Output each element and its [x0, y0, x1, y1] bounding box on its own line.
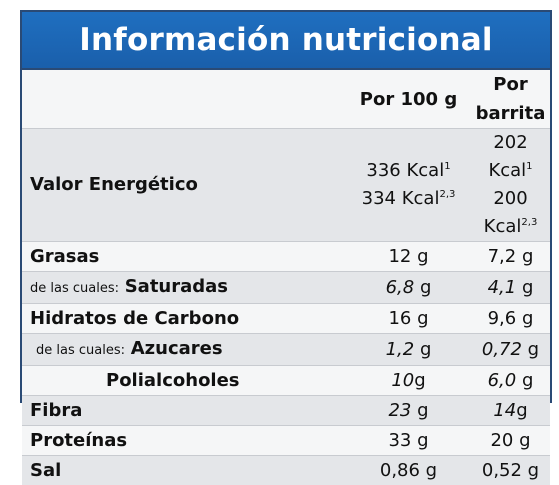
row-label-cell: de las cuales: Azucares	[22, 334, 346, 366]
footnote-ref: 2,3	[439, 189, 455, 200]
row-label: Sal	[22, 456, 346, 485]
value-number: 14	[493, 400, 516, 421]
per100-value: 12 g	[346, 242, 471, 272]
value-unit: g	[411, 400, 428, 421]
empty-header-cell	[22, 70, 346, 129]
energy-per-bar-cell: 202 Kcal1 200 Kcal2,3	[471, 129, 550, 242]
energy-bar-value-a: 202 Kcal	[488, 132, 527, 181]
per100-value: 23 g	[346, 396, 471, 426]
per-bar-value: 7,2 g	[471, 242, 550, 272]
table-header: Información nutricional	[22, 12, 550, 70]
value-number: 6,0	[488, 370, 517, 391]
value-unit: g	[516, 277, 533, 298]
table-row-sugars: de las cuales: Azucares 1,2 g 0,72 g	[22, 334, 550, 366]
table-row-carbs: Hidratos de Carbono 16 g 9,6 g	[22, 304, 550, 334]
per100-value: 6,8 g	[346, 272, 471, 304]
per100-value: 10g	[346, 366, 471, 396]
nutrition-table-panel: Información nutricional Por 100 g Por ba…	[20, 10, 552, 403]
row-label-energy: Valor Energético	[22, 129, 346, 242]
per100-value: 1,2 g	[346, 334, 471, 366]
row-label: Saturadas	[125, 276, 228, 297]
column-header-per-bar: Por barrita	[471, 70, 550, 129]
per100-value: 0,86 g	[346, 456, 471, 485]
per-bar-value: 0,52 g	[471, 456, 550, 485]
value-unit: g	[414, 277, 431, 298]
footnote-ref: 2,3	[521, 217, 537, 228]
row-label-cell: de las cuales: Saturadas	[22, 272, 346, 304]
row-label: Proteínas	[22, 426, 346, 456]
per-bar-value: 20 g	[471, 426, 550, 456]
value-unit: g	[414, 339, 431, 360]
energy-per100-value-a: 336 Kcal	[366, 160, 444, 181]
value-number: 23	[388, 400, 411, 421]
table-row-fat: Grasas 12 g 7,2 g	[22, 242, 550, 272]
value-unit: g	[522, 339, 539, 360]
value-unit: g	[516, 370, 533, 391]
per-bar-value: 4,1 g	[471, 272, 550, 304]
nutrition-table: Por 100 g Por barrita Valor Energético 3…	[22, 70, 550, 485]
table-row-energy: Valor Energético 336 Kcal1 334 Kcal2,3 2…	[22, 129, 550, 242]
per100-value: 33 g	[346, 426, 471, 456]
footnote-ref: 1	[444, 161, 450, 172]
row-label: Hidratos de Carbono	[22, 304, 346, 334]
per-bar-value: 6,0 g	[471, 366, 550, 396]
value-number: 4,1	[488, 277, 517, 298]
energy-bar-value-b: 200 Kcal	[484, 188, 528, 237]
value-unit: g	[414, 370, 425, 391]
value-number: 6,8	[386, 277, 415, 298]
row-prefix: de las cuales:	[36, 343, 125, 358]
per100-value: 16 g	[346, 304, 471, 334]
energy-per100-cell: 336 Kcal1 334 Kcal2,3	[346, 129, 471, 242]
per-bar-value: 0,72 g	[471, 334, 550, 366]
row-label: Azucares	[131, 338, 223, 359]
row-label: Polialcoholes	[22, 366, 346, 396]
value-unit: g	[516, 400, 527, 421]
per-bar-value: 9,6 g	[471, 304, 550, 334]
per-bar-value: 14g	[471, 396, 550, 426]
value-number: 1,2	[386, 339, 415, 360]
column-header-row: Por 100 g Por barrita	[22, 70, 550, 129]
value-number: 10	[391, 370, 414, 391]
table-row-fiber: Fibra 23 g 14g	[22, 396, 550, 426]
row-label: Grasas	[22, 242, 346, 272]
column-header-per100: Por 100 g	[346, 70, 471, 129]
table-row-polyols: Polialcoholes 10g 6,0 g	[22, 366, 550, 396]
value-number: 0,72	[482, 339, 522, 360]
footnote-ref: 1	[526, 161, 532, 172]
table-title: Información nutricional	[79, 22, 492, 58]
table-row-protein: Proteínas 33 g 20 g	[22, 426, 550, 456]
table-row-saturated: de las cuales: Saturadas 6,8 g 4,1 g	[22, 272, 550, 304]
table-row-salt: Sal 0,86 g 0,52 g	[22, 456, 550, 485]
energy-per100-value-b: 334 Kcal	[362, 188, 440, 209]
row-prefix: de las cuales:	[30, 281, 119, 296]
row-label: Fibra	[22, 396, 346, 426]
